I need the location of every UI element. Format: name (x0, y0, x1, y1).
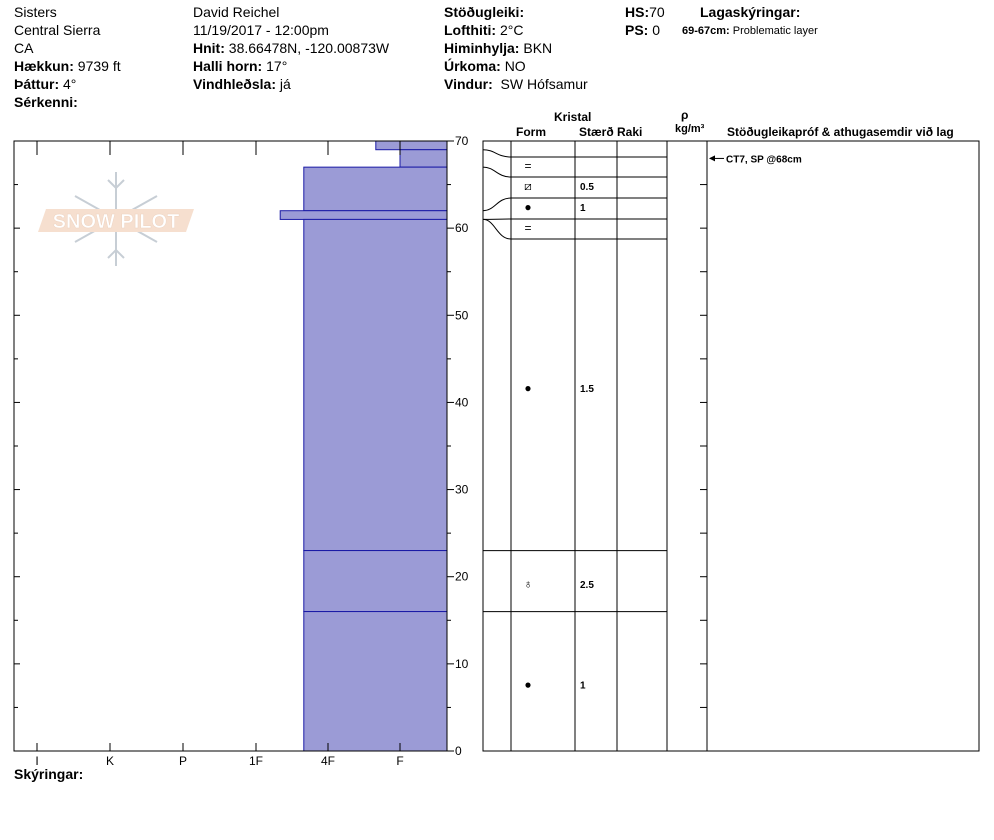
air-temp: Lofthiti: 2°C (444, 22, 523, 39)
test-note: CT7, SP @68cm (726, 154, 802, 165)
hardness-bar-6 (303, 611, 448, 752)
form-header: Form (516, 125, 546, 139)
wind-value: SW Hófsamur (500, 76, 588, 92)
x-tick-label: 1F (249, 754, 263, 768)
y-tick-label: 30 (455, 483, 469, 497)
hardness-bar-2 (303, 166, 448, 212)
ps-value: 0 (652, 22, 661, 38)
x-tick-label: F (396, 754, 403, 768)
stability-label: Stöðugleiki: (444, 4, 525, 20)
hardness-bar-0 (375, 140, 448, 151)
hardness-plot: 0 10 20 30 40 50 60 70 I K P 1F 4F F (13, 134, 707, 768)
sky: Himinhylja: BKN (444, 40, 552, 57)
layer-connector (482, 218, 512, 240)
datetime: 11/19/2017 - 12:00pm (193, 22, 329, 38)
logo-text: SNOW PILOT (53, 211, 180, 233)
crystal-form-4: ● (524, 381, 531, 395)
crystal-form-0: = (524, 159, 531, 173)
layer-note-range: 69-67cm: (682, 25, 730, 37)
coords-value: 38.66478N, -120.00873W (228, 40, 390, 56)
aspect-label: Þáttur: (14, 76, 60, 92)
elevation-value: 9739 ft (77, 58, 121, 74)
moisture-header: Raki (617, 125, 643, 139)
range: Central Sierra (14, 22, 101, 38)
elevation: Hækkun: 9739 ft (14, 58, 121, 75)
slope-value: 17° (266, 58, 288, 74)
density-unit-header: kg/m³ (675, 123, 705, 135)
crystal-header: Kristal (554, 110, 592, 124)
wind-loading: Vindhleðsla: já (193, 76, 291, 93)
hardness-bar-1 (399, 149, 448, 168)
crystal-form-1: ⧄ (524, 179, 532, 193)
layer-note: 69-67cm: Problematic layer (682, 23, 818, 40)
y-tick-label: 60 (455, 221, 469, 235)
ps: PS: 0 (625, 22, 660, 39)
y-tick-label: 40 (455, 395, 469, 409)
air-temp-value: 2°C (499, 22, 524, 38)
layer-connector (482, 197, 512, 212)
crystal-size-6: 1 (580, 680, 586, 691)
sky-value: BKN (523, 40, 553, 56)
wind-label: Vindur: (444, 76, 493, 92)
y-tick-label: 20 (455, 570, 469, 584)
state: CA (14, 40, 34, 56)
footer-label: Skýringar: (14, 766, 84, 782)
air-temp-label: Lofthiti: (444, 22, 497, 38)
slope-label: Halli horn: (193, 58, 263, 74)
layer-connector (482, 149, 512, 158)
x-tick-label: K (106, 754, 114, 768)
precip-value: NO (504, 58, 526, 74)
hardness-bar-3 (279, 210, 448, 220)
wind-loading-value: já (279, 76, 291, 92)
hardness-bar-4 (303, 218, 448, 552)
aspect: Þáttur: 4° (14, 76, 76, 93)
wind: Vindur: SW Hófsamur (444, 76, 588, 93)
y-tick-label: 70 (455, 134, 469, 148)
crystal-table: = ⧄ 0.5 ● 1 = ● 1.5 ♁ 2.5 ● 1 CT7, SP @68cm (482, 140, 980, 752)
coords: Hnit: 38.66478N, -120.00873W (193, 40, 389, 57)
crystal-size-5: 2.5 (580, 580, 594, 591)
coords-label: Hnit: (193, 40, 225, 56)
precip-label: Úrkoma: (444, 58, 501, 74)
layer-connector (482, 166, 512, 178)
test-arrow-icon (709, 155, 715, 162)
snowpilot-logo: SNOW PILOT (38, 172, 194, 266)
rho-header: ρ (681, 108, 689, 122)
y-tick-label: 0 (455, 744, 462, 758)
x-tick-label: I (35, 754, 38, 768)
tests-header: Stöðugleikapróf & athugasemdir við lag (727, 125, 954, 139)
hardness-bar-5 (303, 550, 448, 613)
notes-label: Sérkenni: (14, 94, 78, 110)
x-tick-label: 4F (321, 754, 335, 768)
size-header: Stærð (579, 125, 614, 139)
slope: Halli horn: 17° (193, 58, 287, 75)
observer: David Reichel (193, 4, 280, 20)
location: Sisters (14, 4, 57, 20)
aspect-value: 4° (63, 76, 77, 92)
precip: Úrkoma: NO (444, 58, 526, 75)
crystal-size-1: 0.5 (580, 182, 594, 193)
crystal-form-2: ● (524, 200, 531, 214)
logo-banner (38, 209, 194, 232)
table-frame (482, 140, 980, 752)
crystal-size-2: 1 (580, 203, 586, 214)
elevation-label: Hækkun: (14, 58, 74, 74)
x-tick-label: P (179, 754, 187, 768)
sky-label: Himinhylja: (444, 40, 520, 56)
layer-notes-label: Lagaskýringar: (700, 4, 801, 20)
ps-label: PS: (625, 22, 649, 38)
crystal-form-3: = (524, 221, 531, 235)
crystal-form-6: ● (524, 677, 531, 691)
crystal-size-4: 1.5 (580, 384, 594, 395)
hs: HS:70 (625, 4, 665, 21)
hs-label: HS: (625, 4, 650, 20)
wind-loading-label: Vindhleðsla: (193, 76, 276, 92)
y-tick-label: 10 (455, 657, 469, 671)
layer-note-text: Problematic layer (732, 25, 818, 37)
y-tick-label: 50 (455, 308, 469, 322)
hs-value: 70 (649, 4, 665, 20)
crystal-form-5: ♁ (524, 577, 533, 591)
